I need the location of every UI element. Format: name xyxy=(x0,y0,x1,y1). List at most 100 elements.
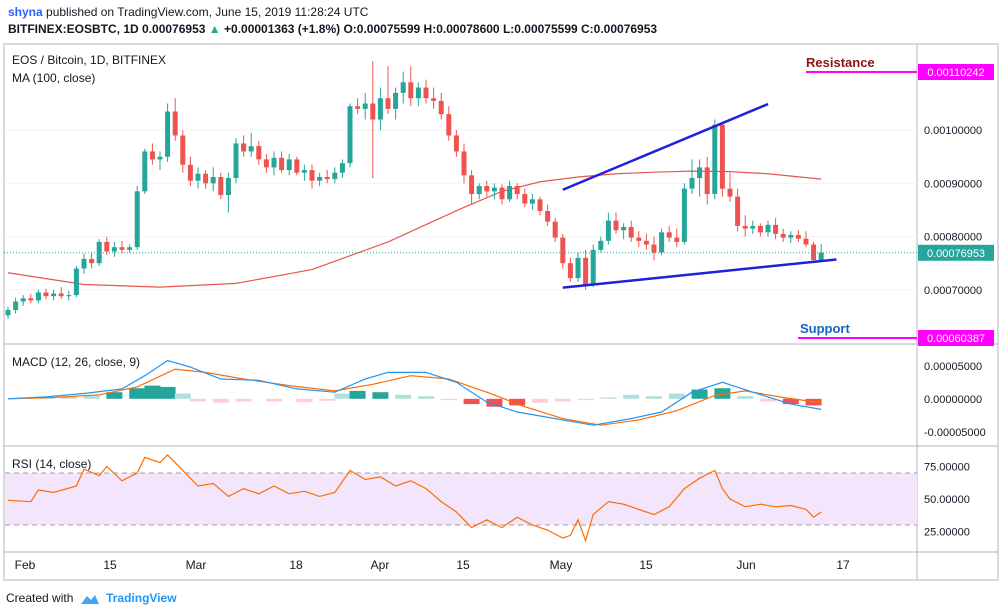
candle-body xyxy=(446,114,452,136)
candle-body xyxy=(522,194,528,204)
macd-histogram-bar xyxy=(144,385,161,399)
macd-histogram-bar xyxy=(266,398,282,402)
candle-body xyxy=(35,292,41,301)
candle-body xyxy=(469,175,475,194)
macd-histogram-bar xyxy=(372,392,389,399)
candle-body xyxy=(431,98,437,101)
price-tick-label: 0.00090000 xyxy=(924,178,982,190)
candle-body xyxy=(157,156,163,160)
support-price-text: 0.00060387 xyxy=(927,333,985,345)
macd-histogram-bar xyxy=(440,398,457,401)
ma100-line xyxy=(7,170,822,288)
candle-body xyxy=(651,244,657,253)
candle-body xyxy=(13,301,19,311)
rsi-pane-title: RSI (14, close) xyxy=(12,457,91,471)
support-price-tag xyxy=(918,330,994,346)
candle-body xyxy=(73,268,79,296)
candle-body xyxy=(301,170,307,173)
macd-histogram-bar xyxy=(235,398,252,402)
rsi-tick-label: 50.00000 xyxy=(924,494,970,506)
time-tick-label: 18 xyxy=(289,558,303,572)
candle-body xyxy=(263,159,269,168)
candle-body xyxy=(339,163,345,173)
candle-body xyxy=(689,178,695,189)
time-tick-label: 15 xyxy=(639,558,653,572)
candle-body xyxy=(142,151,148,192)
candle-body xyxy=(400,82,406,93)
candle-body xyxy=(187,164,193,181)
candle-body xyxy=(210,176,216,184)
candle-body xyxy=(605,220,611,241)
macd-histogram-bar xyxy=(212,398,229,403)
time-tick-label: Mar xyxy=(186,558,207,572)
candle-body xyxy=(681,188,687,242)
candle-body xyxy=(370,103,376,120)
candle-body xyxy=(362,103,368,109)
candle-body xyxy=(628,226,634,238)
candle-body xyxy=(476,186,482,194)
trendline xyxy=(562,102,769,191)
candle-body xyxy=(5,310,11,316)
macd-histogram-bar xyxy=(319,398,336,401)
candle-body xyxy=(453,135,459,152)
macd-tick-label: -0.00005000 xyxy=(924,427,986,439)
candle-body xyxy=(575,257,581,279)
candle-body xyxy=(742,225,748,229)
author-name[interactable]: shyna xyxy=(8,5,43,19)
macd-histogram-bar xyxy=(668,393,685,399)
candle-body xyxy=(309,170,315,181)
candle-body xyxy=(347,106,353,164)
candle-body xyxy=(773,224,779,234)
macd-histogram-bar xyxy=(760,398,776,402)
candle-body xyxy=(28,298,34,301)
macd-histogram-bar xyxy=(296,398,313,403)
candle-body xyxy=(697,167,703,179)
candle-body xyxy=(89,258,95,264)
candle-body xyxy=(719,124,725,189)
candle-body xyxy=(415,87,421,99)
candle-body xyxy=(727,188,733,197)
macd-line xyxy=(7,359,822,426)
published-text: published on TradingView.com, June 15, 2… xyxy=(42,5,369,19)
publish-line: shyna published on TradingView.com, June… xyxy=(8,5,368,19)
candle-body xyxy=(750,225,756,229)
macd-histogram-bar xyxy=(174,393,191,399)
candle-body xyxy=(803,238,809,245)
last-price-text: 0.00076953 xyxy=(142,22,206,36)
macd-histogram-bar xyxy=(691,389,708,399)
macd-histogram-bar xyxy=(418,396,434,399)
candle-body xyxy=(241,143,247,152)
tradingview-brand[interactable]: TradingView xyxy=(106,591,177,605)
time-tick-label: Apr xyxy=(371,558,390,572)
candle-body xyxy=(111,247,117,252)
candle-body xyxy=(355,106,361,109)
candle-body xyxy=(811,244,817,260)
candle-body xyxy=(583,257,589,285)
candle-body xyxy=(165,111,171,157)
macd-histogram-bar xyxy=(646,396,662,399)
macd-histogram-bar xyxy=(623,394,640,399)
rsi-line xyxy=(7,453,822,543)
low-value: L:0.00075599 xyxy=(502,22,578,36)
candle-body xyxy=(643,240,649,245)
macd-histogram-bar xyxy=(334,393,351,399)
macd-histogram-bar xyxy=(349,390,366,399)
candle-body xyxy=(757,225,763,233)
candle-body xyxy=(81,258,87,269)
candle-body xyxy=(590,249,596,285)
macd-histogram-bar xyxy=(129,388,146,399)
candle-body xyxy=(795,234,801,239)
candle-body xyxy=(195,173,201,181)
macd-pane-title: MACD (12, 26, close, 9) xyxy=(12,355,140,369)
candle-body xyxy=(529,199,535,204)
candle-body xyxy=(567,263,573,279)
candle-body xyxy=(666,232,672,238)
candle-body xyxy=(712,124,718,194)
candle-body xyxy=(58,293,64,297)
macd-histogram-bar xyxy=(60,396,77,399)
macd-histogram-bar xyxy=(554,398,571,402)
footer: Created with TradingView xyxy=(6,591,177,605)
time-tick-label: Feb xyxy=(15,558,36,572)
last-price-tag-text: 0.00076953 xyxy=(927,248,985,260)
